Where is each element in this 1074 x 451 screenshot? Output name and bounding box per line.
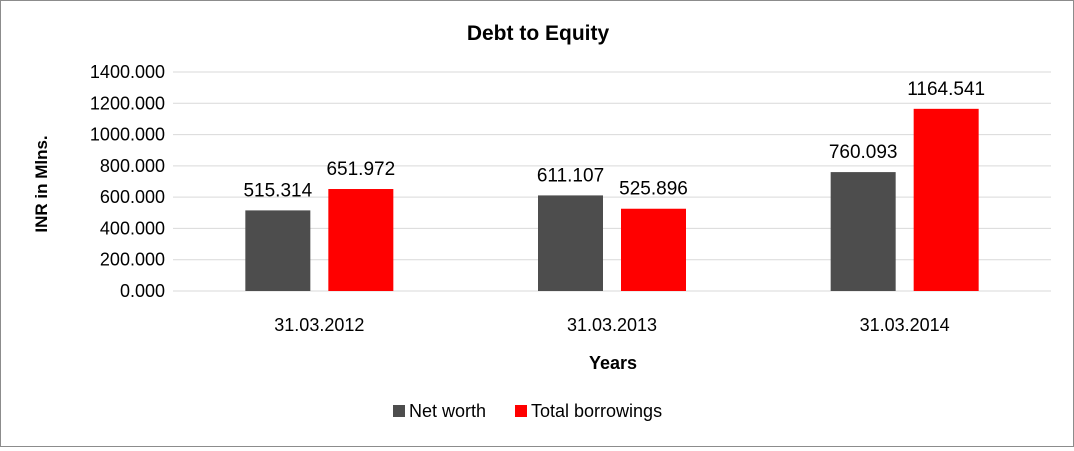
bar (621, 208, 686, 291)
bar (913, 108, 979, 291)
bar (328, 189, 394, 291)
y-tick-label: 0.000 (120, 281, 165, 301)
x-axis-title: Years (589, 353, 637, 373)
legend-label: Total borrowings (531, 401, 662, 421)
y-axis-title: INR in Mlns. (32, 135, 51, 232)
legend-swatch (393, 405, 405, 417)
y-tick-label: 1400.000 (90, 62, 165, 82)
data-label: 525.896 (619, 179, 688, 200)
y-tick-label: 600.000 (100, 187, 165, 207)
x-tick-label: 31.03.2014 (860, 315, 950, 335)
bar (830, 172, 896, 291)
data-label: 515.314 (243, 180, 312, 201)
gridlines (173, 71, 1051, 292)
x-tick-label: 31.03.2013 (567, 315, 657, 335)
bars: 515.314 651.972 611.107 525.896 760.093 1164.… (243, 79, 985, 291)
y-axis: 0.000 200.000 400.000 600.000 800.000 1000.00… (90, 62, 165, 301)
data-label: 611.107 (537, 165, 604, 186)
y-tick-label: 800.000 (100, 156, 165, 176)
y-tick-label: 1200.000 (90, 93, 165, 113)
y-tick-label: 400.000 (100, 218, 165, 238)
x-tick-label: 31.03.2012 (274, 315, 364, 335)
y-tick-label: 200.000 (100, 250, 165, 270)
bar (538, 195, 603, 291)
y-tick-label: 1000.000 (90, 125, 165, 145)
chart-title: Debt to Equity (467, 22, 610, 45)
bar (245, 210, 311, 291)
legend-label: Net worth (409, 401, 486, 421)
data-label: 760.093 (829, 142, 898, 163)
legend: Net worth Total borrowings (393, 401, 662, 421)
data-label: 651.972 (326, 159, 395, 180)
data-label: 1164.541 (907, 79, 985, 100)
x-axis: 31.03.2012 31.03.2013 31.03.2014 (274, 315, 949, 335)
legend-swatch (515, 405, 527, 417)
